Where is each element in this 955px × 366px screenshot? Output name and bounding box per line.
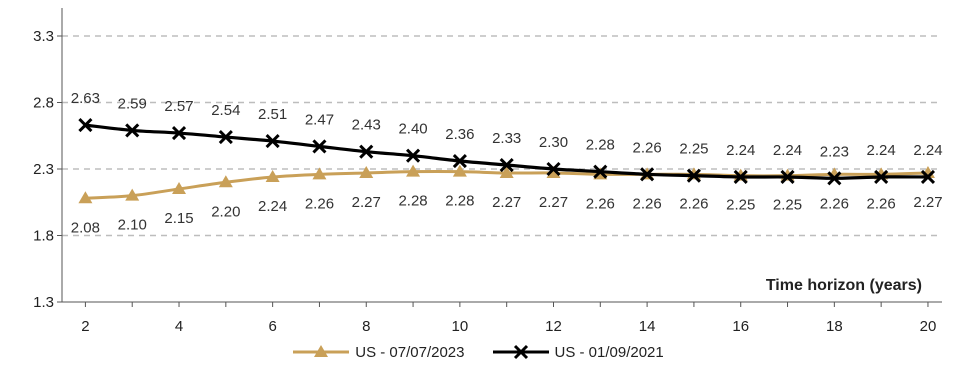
triangle-marker-icon: [293, 345, 350, 357]
point-marker: [780, 169, 795, 185]
data-label: 2.26: [633, 139, 662, 156]
point-marker: [452, 153, 467, 169]
point-marker: [499, 157, 514, 173]
data-label: 2.23: [820, 143, 849, 160]
data-label: 2.25: [679, 141, 708, 158]
x-tick-label: 6: [268, 318, 276, 335]
data-label: 2.33: [492, 130, 521, 147]
point-marker: [265, 169, 280, 182]
data-label: 2.54: [211, 102, 240, 119]
data-label: 2.20: [211, 203, 240, 220]
data-label: 2.26: [586, 195, 615, 212]
x-tick-label: 4: [175, 318, 183, 335]
data-label: 2.26: [867, 195, 896, 212]
point-marker: [593, 164, 608, 179]
y-tick-label: 1.3: [33, 294, 54, 311]
point-marker: [406, 164, 421, 177]
point-marker: [640, 167, 655, 182]
data-label: 2.24: [773, 142, 802, 159]
data-label: 2.10: [118, 217, 147, 234]
data-label: 2.36: [445, 126, 474, 143]
data-label: 2.40: [398, 121, 427, 138]
point-marker: [78, 191, 93, 204]
point-marker: [172, 181, 187, 194]
legend-label-series-2: US - 01/09/2021: [554, 343, 664, 361]
x-tick-label: 2: [81, 318, 89, 335]
point-marker: [359, 165, 374, 178]
data-label: 2.59: [118, 95, 147, 112]
x-marker-icon: [492, 344, 549, 360]
point-marker: [686, 168, 701, 183]
legend-item-series-2: US - 01/09/2021: [491, 342, 664, 362]
axes: [57, 8, 942, 307]
data-label: 2.30: [539, 134, 568, 151]
point-marker: [265, 134, 280, 149]
data-label: 2.28: [398, 193, 427, 210]
series-lines: [78, 118, 936, 204]
data-labels: 2.08 2.10 2.15 2.20 2.24 2.26 2.27 2.28 2.28 2.27…: [71, 90, 943, 236]
x-tick-labels: 2 4 6 8 10 12 14 16 18 20: [81, 318, 936, 335]
point-marker: [827, 171, 842, 186]
data-label: 2.63: [71, 90, 100, 107]
y-tick-label: 2.8: [33, 95, 54, 112]
data-label: 2.51: [258, 106, 287, 123]
data-label: 2.27: [492, 194, 521, 211]
point-marker: [78, 118, 93, 133]
data-label: 2.24: [913, 142, 942, 159]
x-axis-title: Time horizon (years): [766, 277, 922, 294]
legend-item-series-1: US - 07/07/2023: [291, 342, 465, 362]
point-marker: [406, 148, 421, 163]
x-tick-label: 14: [639, 318, 656, 335]
data-label: 2.24: [867, 142, 896, 159]
point-marker: [452, 164, 467, 177]
data-label: 2.26: [820, 195, 849, 212]
line-chart: 1.3 1.8 2.3 2.8 3.3 2 4 6 8 10 12 14 16 18 20 2.08 2.1…: [33, 8, 943, 335]
data-label: 2.27: [539, 194, 568, 211]
y-tick-label: 3.3: [33, 28, 54, 45]
y-tick-labels: 1.3 1.8 2.3 2.8 3.3: [33, 28, 54, 311]
point-marker: [546, 165, 561, 178]
point-marker: [499, 165, 514, 178]
point-marker: [171, 126, 187, 141]
data-label: 2.28: [445, 193, 474, 210]
point-marker: [218, 130, 233, 145]
data-label: 2.08: [71, 219, 100, 236]
point-marker: [312, 139, 327, 154]
x-tick-label: 20: [920, 318, 937, 335]
point-marker: [125, 188, 140, 201]
x-tick-label: 10: [452, 318, 469, 335]
data-label: 2.24: [258, 198, 287, 215]
data-label: 2.15: [164, 210, 193, 227]
point-marker: [546, 161, 561, 177]
point-marker: [359, 144, 374, 159]
data-label: 2.25: [773, 197, 802, 214]
data-label: 2.26: [679, 195, 708, 212]
point-marker: [312, 167, 327, 180]
data-label: 2.26: [633, 195, 662, 212]
x-tick-label: 16: [732, 318, 749, 335]
data-label: 2.24: [726, 142, 755, 159]
point-marker: [920, 169, 936, 185]
x-tick-label: 18: [826, 318, 843, 335]
data-label: 2.26: [305, 195, 334, 212]
point-marker: [125, 123, 140, 138]
legend: US - 07/07/2023 US - 01/09/2021: [0, 340, 955, 364]
data-label: 2.47: [305, 111, 334, 128]
data-label: 2.27: [913, 194, 942, 211]
x-tick-label: 12: [545, 318, 562, 335]
data-label: 2.43: [352, 117, 381, 134]
y-tick-label: 1.8: [33, 228, 54, 245]
legend-label-series-1: US - 07/07/2023: [355, 343, 465, 361]
point-marker: [218, 175, 233, 188]
data-label: 2.57: [164, 98, 193, 115]
point-marker: [874, 169, 889, 185]
data-label: 2.27: [352, 194, 381, 211]
y-tick-label: 2.3: [33, 161, 54, 178]
x-tick-label: 8: [362, 318, 370, 335]
point-marker: [733, 169, 748, 185]
data-label: 2.28: [586, 137, 615, 154]
data-label: 2.25: [726, 197, 755, 214]
